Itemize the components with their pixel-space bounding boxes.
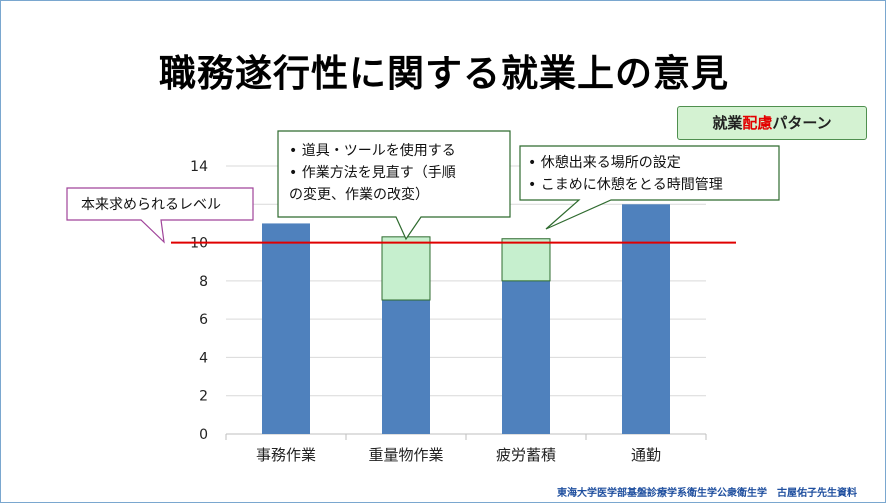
- slide-title: 職務遂行性に関する就業上の意見: [159, 52, 729, 95]
- annotation-line: • 道具・ツールを使用する: [289, 142, 456, 159]
- bar: [262, 223, 310, 434]
- x-tick-label: 通勤: [631, 446, 661, 464]
- bar: [622, 204, 670, 434]
- reference-line-label: 本来求められるレベル: [81, 197, 221, 213]
- x-tick-label: 重量物作業: [368, 446, 443, 464]
- reference-callout-box: [66, 187, 254, 244]
- y-tick-label: 0: [199, 427, 208, 443]
- y-tick-label: 6: [199, 312, 208, 328]
- bar-improvement: [381, 236, 431, 301]
- x-tick-label: 事務作業: [256, 446, 316, 464]
- annotation-line: • 休憩出来る場所の設定: [528, 154, 681, 171]
- footer-credit: 東海大学医学部基盤診療学系衛生学公衆衛生学 古屋佑子先生資料: [557, 488, 857, 499]
- bar-improvement: [501, 238, 551, 282]
- annotation-callout-box: [277, 130, 511, 241]
- x-tick-label: 疲労蓄積: [496, 446, 556, 464]
- pattern-label-post: パターン: [772, 114, 832, 132]
- annotation-line: の変更、作業の改変）: [289, 186, 429, 203]
- pattern-label-highlight: 配慮: [742, 114, 773, 132]
- pattern-label-pre: 就業: [712, 114, 743, 132]
- y-tick-label: 14: [190, 159, 208, 175]
- bar: [502, 280, 550, 434]
- bar: [382, 300, 430, 434]
- pattern-label-box: 就業配慮パターン: [677, 106, 867, 140]
- annotation-callout-box: [519, 145, 780, 230]
- annotation-line: • こまめに休憩をとる時間管理: [528, 176, 723, 193]
- y-tick-label: 8: [199, 274, 208, 290]
- y-tick-label: 4: [199, 350, 208, 366]
- annotation-line: • 作業方法を見直す（手順: [289, 164, 456, 181]
- y-tick-label: 2: [199, 389, 208, 405]
